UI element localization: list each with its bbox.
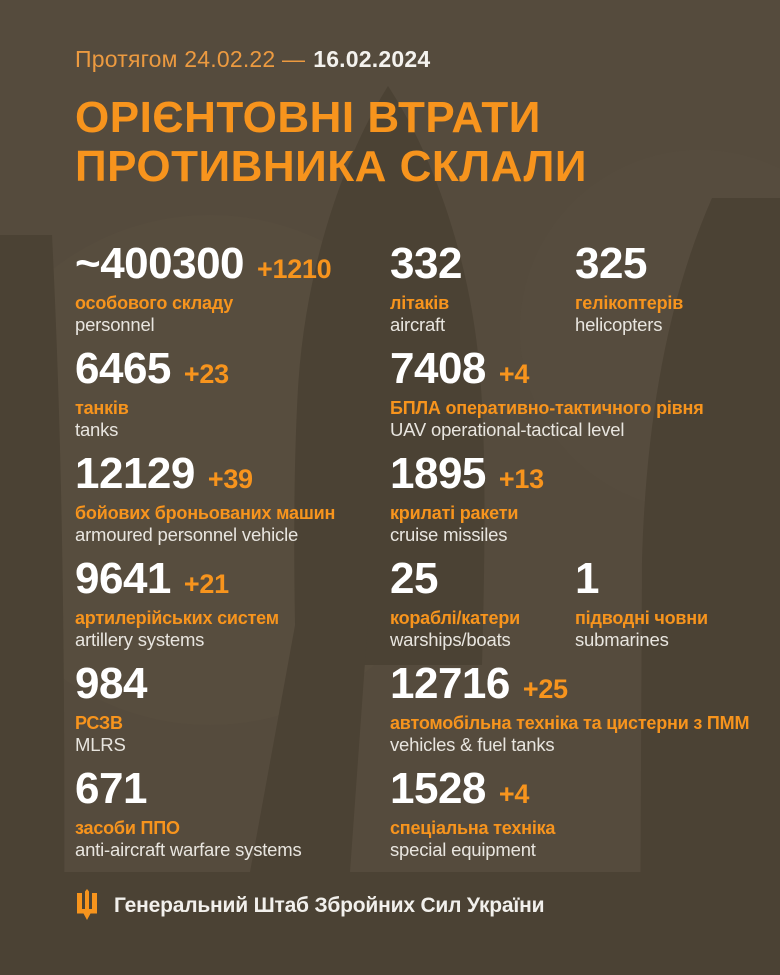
stat-aircraft: 332 літаків aircraft — [390, 242, 575, 347]
stat-delta: +1210 — [257, 254, 332, 284]
report-date: 16.02.2024 — [313, 46, 431, 72]
stat-uav: 7408 +4 БПЛА оперативно-тактичного рівня… — [390, 347, 780, 452]
stat-submarines: 1 підводні човни submarines — [575, 557, 780, 662]
stat-value: 671 — [75, 764, 147, 813]
page-title-line1: ОРІЄНТОВНІ ВТРАТИ — [75, 93, 541, 142]
stat-label-ua: особового складу — [75, 293, 234, 313]
stat-delta: +39 — [207, 464, 253, 494]
footer-organization: Генеральний Штаб Збройних Сил України — [114, 893, 545, 917]
date-range-prefix: Протягом 24.02.22 — — [75, 46, 306, 72]
stat-label-ua: РСЗВ — [75, 713, 123, 733]
stat-helicopters: 325 гелікоптерів helicopters — [575, 242, 780, 347]
stat-label-en: cruise missiles — [390, 524, 508, 545]
stat-value: 984 — [75, 659, 147, 708]
stat-label-en: submarines — [575, 629, 669, 650]
stat-value: 6465 — [75, 344, 171, 393]
stat-label-ua: БПЛА оперативно-тактичного рівня — [390, 398, 704, 418]
losses-grid: ~400300 +1210 особового складу personnel… — [75, 242, 780, 872]
stat-label-ua: крилаті ракети — [390, 503, 519, 523]
stat-label-ua: літаків — [390, 293, 449, 313]
stat-delta: +4 — [498, 359, 530, 389]
stat-tanks: 6465 +23 танків tanks — [75, 347, 390, 452]
stat-anti-aircraft: 671 засоби ППО anti-aircraft warfare sys… — [75, 767, 390, 872]
stat-label-en: vehicles & fuel tanks — [390, 734, 555, 755]
tryzub-icon — [77, 889, 97, 920]
stat-value: 25 — [390, 554, 438, 603]
stat-delta: +13 — [498, 464, 544, 494]
stat-artillery: 9641 +21 артилерійських систем artillery… — [75, 557, 390, 662]
stat-label-en: helicopters — [575, 314, 663, 335]
stat-value: 325 — [575, 239, 647, 288]
stat-special-equipment: 1528 +4 спеціальна техніка special equip… — [390, 767, 780, 872]
stat-label-ua: засоби ППО — [75, 818, 180, 838]
stat-value: 7408 — [390, 344, 486, 393]
stat-label-ua: артилерійських систем — [75, 608, 279, 628]
stat-delta: +25 — [522, 674, 568, 704]
stat-value: 1 — [575, 554, 599, 603]
stat-label-ua: кораблі/катери — [390, 608, 520, 628]
stat-label-en: artillery systems — [75, 629, 205, 650]
stat-label-ua: бойових броньованих машин — [75, 503, 336, 523]
stat-label-en: armoured personnel vehicle — [75, 524, 299, 545]
stat-label-ua: автомобільна техніка та цистерни з ПММ — [390, 713, 750, 733]
stat-label-en: special equipment — [390, 839, 536, 860]
stat-delta: +21 — [183, 569, 229, 599]
stat-label-ua: танків — [75, 398, 129, 418]
stat-label-ua: гелікоптерів — [575, 293, 684, 313]
stat-mlrs: 984 РСЗВ MLRS — [75, 662, 390, 767]
stat-label-ua: спеціальна техніка — [390, 818, 556, 838]
stat-label-en: warships/boats — [390, 629, 511, 650]
stat-vehicles-fuel-tanks: 12716 +25 автомобільна техніка та цистер… — [390, 662, 780, 767]
stat-label-en: aircraft — [390, 314, 445, 335]
stat-warships: 25 кораблі/катери warships/boats — [390, 557, 575, 662]
stat-label-en: UAV operational-tactical level — [390, 419, 625, 440]
stat-value: ~400300 — [75, 239, 245, 288]
stat-value: 332 — [390, 239, 462, 288]
stat-value: 9641 — [75, 554, 171, 603]
date-range-line: Протягом 24.02.22 — 16.02.2024 — [75, 45, 780, 73]
stat-delta: +4 — [498, 779, 530, 809]
stat-armoured-vehicles: 12129 +39 бойових броньованих машин armo… — [75, 452, 390, 557]
stat-personnel: ~400300 +1210 особового складу personnel — [75, 242, 390, 347]
stat-delta: +23 — [183, 359, 229, 389]
stat-label-en: tanks — [75, 419, 119, 440]
stat-value: 12129 — [75, 449, 195, 498]
stat-label-en: personnel — [75, 314, 155, 335]
stat-label-en: anti-aircraft warfare systems — [75, 839, 302, 860]
stat-cruise-missiles: 1895 +13 крилаті ракети cruise missiles — [390, 452, 780, 557]
stat-value: 1895 — [390, 449, 486, 498]
page-title-line2: ПРОТИВНИКА СКЛАЛИ — [75, 142, 587, 191]
stat-value: 1528 — [390, 764, 486, 813]
page-title: ОРІЄНТОВНІ ВТРАТИ ПРОТИВНИКА СКЛАЛИ — [75, 93, 780, 191]
stat-label-en: MLRS — [75, 734, 126, 755]
stat-label-ua: підводні човни — [575, 608, 708, 628]
footer: Генеральний Штаб Збройних Сил України — [75, 889, 780, 922]
stat-value: 12716 — [390, 659, 510, 708]
content-area: Протягом 24.02.22 — 16.02.2024 ОРІЄНТОВНІ… — [75, 45, 780, 922]
